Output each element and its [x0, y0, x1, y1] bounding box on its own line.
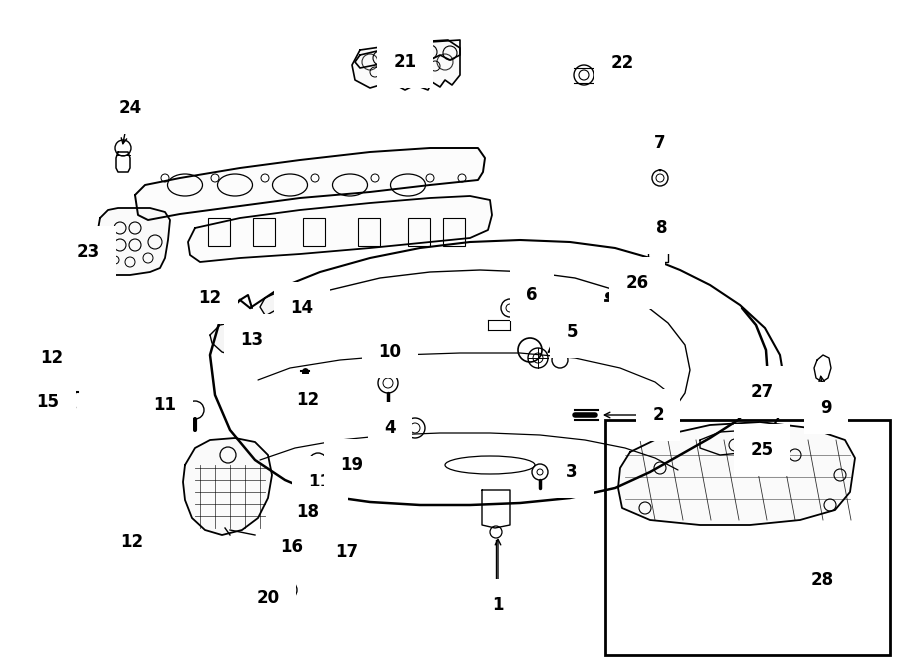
Text: 6: 6 [526, 286, 538, 304]
Bar [443, 218, 465, 246]
Text: 12: 12 [198, 289, 221, 307]
Text: 28: 28 [810, 571, 833, 589]
Text: 15: 15 [37, 393, 59, 411]
Text: 25: 25 [751, 441, 774, 459]
Polygon shape [618, 422, 855, 525]
Bar [648, 248, 668, 262]
Text: 27: 27 [751, 383, 774, 401]
Polygon shape [355, 40, 460, 68]
Polygon shape [183, 438, 272, 535]
Text: 21: 21 [393, 53, 417, 71]
Text: 26: 26 [626, 274, 649, 292]
Text: 4: 4 [384, 419, 396, 437]
Bar [605, 420, 890, 655]
Polygon shape [260, 292, 295, 320]
Polygon shape [314, 540, 342, 562]
Text: 3: 3 [566, 463, 578, 481]
Bar [208, 218, 230, 246]
Text: 22: 22 [610, 54, 634, 72]
Text: 9: 9 [820, 399, 832, 417]
Text: 10: 10 [379, 343, 401, 361]
Text: 7: 7 [654, 134, 666, 152]
Text: 12: 12 [40, 349, 64, 367]
Bar [358, 218, 380, 246]
Text: 19: 19 [340, 456, 364, 474]
Polygon shape [188, 196, 492, 262]
Polygon shape [210, 322, 250, 356]
Bar [408, 218, 430, 246]
Bar [253, 218, 275, 246]
Text: 12: 12 [121, 533, 144, 551]
Text: 17: 17 [336, 543, 358, 561]
Polygon shape [135, 148, 485, 220]
Text: 20: 20 [256, 589, 280, 607]
Text: 11: 11 [309, 473, 331, 491]
Text: 18: 18 [296, 503, 320, 521]
Text: 14: 14 [291, 299, 313, 317]
Bar [303, 218, 325, 246]
Text: 13: 13 [240, 331, 264, 349]
Polygon shape [352, 40, 460, 90]
Text: 2: 2 [652, 406, 664, 424]
Text: 12: 12 [296, 391, 320, 409]
Text: 8: 8 [656, 219, 668, 237]
Text: 1: 1 [492, 596, 504, 614]
Text: 24: 24 [119, 99, 141, 117]
Text: 11: 11 [154, 396, 176, 414]
Text: 23: 23 [76, 243, 100, 261]
Text: 5: 5 [566, 323, 578, 341]
Polygon shape [97, 208, 170, 275]
Text: 16: 16 [281, 538, 303, 556]
